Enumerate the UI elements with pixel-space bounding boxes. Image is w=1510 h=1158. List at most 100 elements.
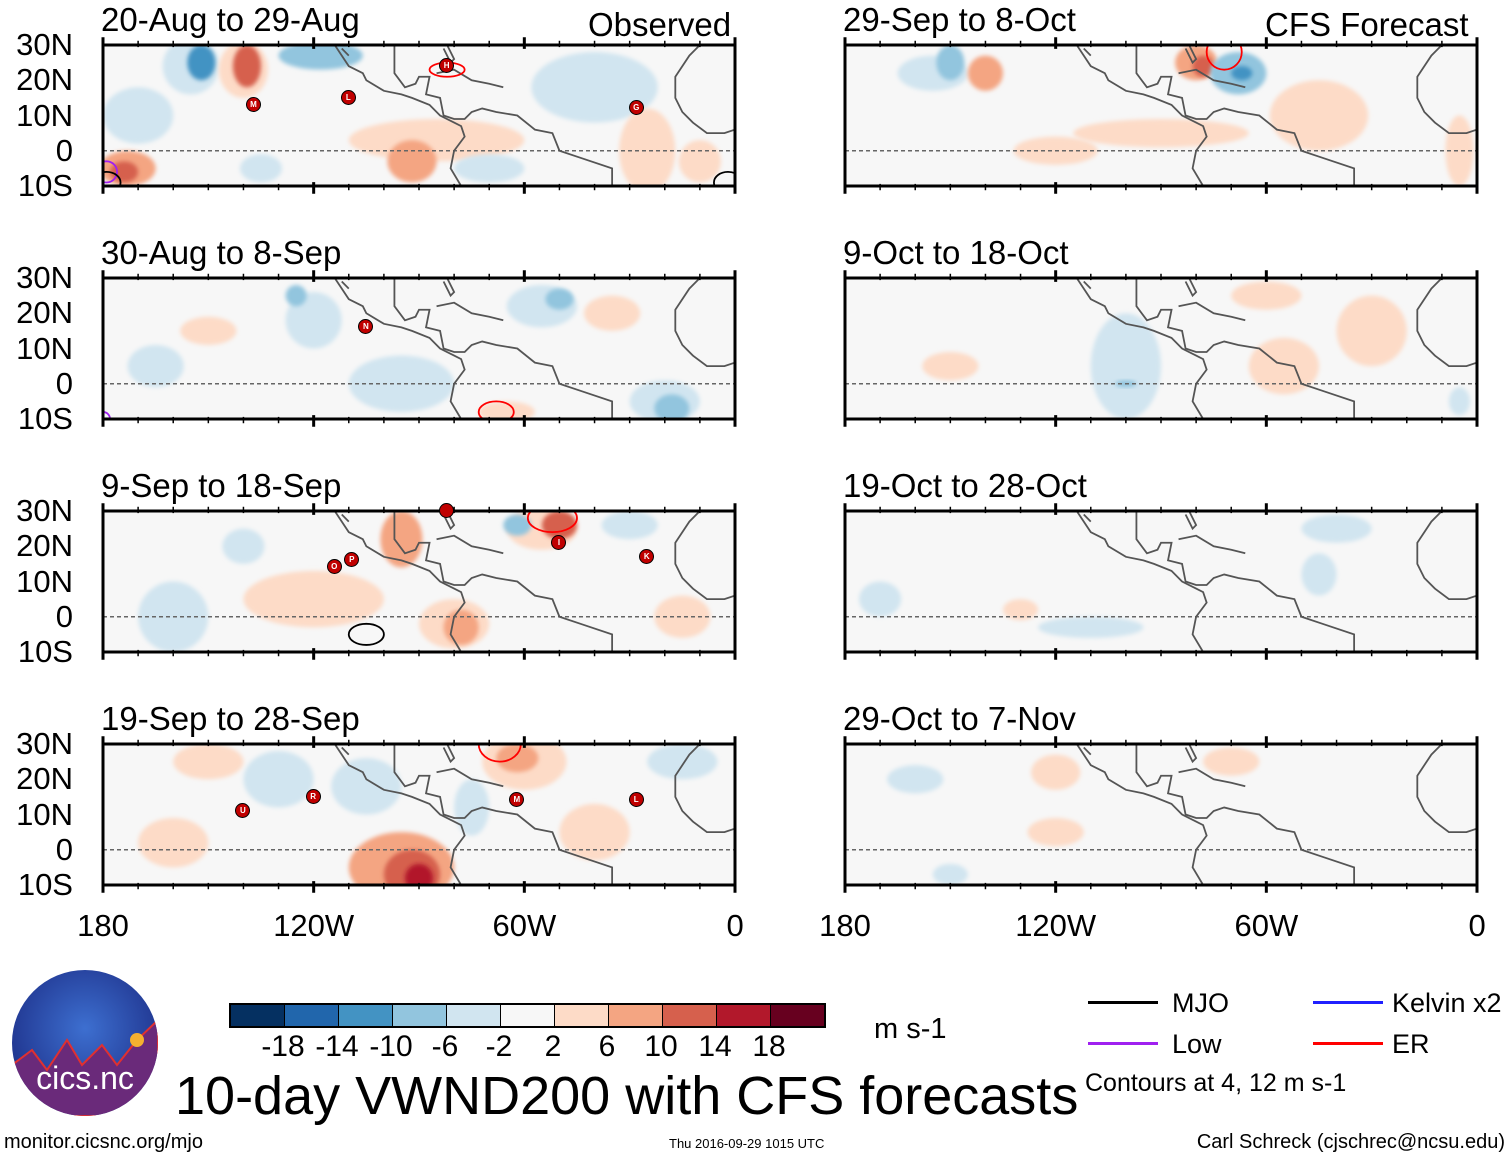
- filtered-contour: [1207, 34, 1242, 69]
- coastline: [1179, 769, 1246, 787]
- longitude-label: 180: [77, 908, 129, 943]
- tropical-cyclone-icon: O: [326, 559, 342, 575]
- latitude-label: 30N: [16, 260, 73, 295]
- latitude-label: 10N: [16, 563, 73, 599]
- wind-anomaly-region: [559, 803, 630, 861]
- wind-anomaly-region: [545, 288, 574, 310]
- map-panel: [845, 278, 1477, 419]
- storm-letter: K: [643, 551, 650, 561]
- map-panel: [845, 744, 1477, 885]
- wind-anomaly-region: [647, 744, 718, 780]
- storm-letter: U: [240, 805, 246, 815]
- wind-anomaly-region: [404, 863, 434, 885]
- wind-anomaly-region: [232, 45, 261, 88]
- filtered-contour: [714, 172, 742, 193]
- wind-anomaly-region: [1203, 747, 1260, 776]
- tropical-cyclone-icon: M: [509, 792, 525, 808]
- storm-letter: M: [513, 795, 521, 805]
- storm-letter: I: [557, 537, 561, 547]
- latitude-label: 0: [55, 598, 73, 634]
- panel-title: 9-Oct to 18-Oct: [843, 234, 1069, 271]
- colorbar-swatch: [663, 1005, 717, 1026]
- wind-anomaly-region: [478, 401, 535, 419]
- colorbar-tick-label: -2: [485, 1030, 513, 1063]
- wind-anomaly-region: [173, 744, 244, 780]
- longitude-label: 0: [726, 908, 744, 943]
- coastline: [342, 515, 349, 522]
- coastline: [437, 769, 504, 787]
- wind-anomaly-region: [601, 511, 658, 540]
- colorbar: [229, 1003, 826, 1028]
- legend-er-label: ER: [1392, 1029, 1430, 1059]
- latitude-label: 0: [55, 132, 73, 168]
- wind-anomaly-region: [285, 285, 307, 307]
- colorbar-tick-label: -18: [261, 1030, 305, 1063]
- map-panel: M L H G: [103, 45, 735, 186]
- wind-anomaly-region: [443, 609, 479, 645]
- colorbar-swatch: [501, 1005, 555, 1026]
- latitude-label: 10S: [17, 634, 73, 669]
- coastline: [1417, 744, 1477, 832]
- wind-anomaly-region: [243, 751, 314, 808]
- coastline: [342, 49, 349, 56]
- wind-anomaly-region: [380, 511, 423, 568]
- coastline: [1084, 748, 1091, 755]
- wind-anomaly-region: [1301, 553, 1337, 596]
- wind-anomaly-region: [285, 292, 342, 349]
- coastline: [1084, 49, 1091, 56]
- coastline: [1066, 737, 1206, 885]
- panel-title: 30-Aug to 8-Sep: [101, 234, 342, 271]
- legend-low-line: [1088, 1042, 1158, 1045]
- colorbar-swatch: [717, 1005, 771, 1026]
- tropical-cyclone-icon: M: [245, 96, 261, 112]
- legend-kelvin-label: Kelvin x2: [1392, 988, 1502, 1018]
- wind-anomaly-region: [127, 344, 184, 388]
- coastline: [324, 737, 464, 885]
- wind-anomaly-region: [222, 528, 265, 564]
- filtered-contour: [479, 726, 521, 761]
- coastline: [394, 45, 612, 186]
- storm-letter: O: [331, 562, 338, 572]
- wind-anomaly-region: [1003, 599, 1039, 621]
- wind-anomaly-region: [619, 108, 676, 186]
- wind-anomaly-region: [1231, 281, 1302, 310]
- filtered-contour: [528, 504, 577, 532]
- coastline: [342, 748, 349, 755]
- storm-letter: R: [310, 791, 317, 801]
- colorbar-tick-label: 10: [644, 1030, 678, 1063]
- coastline: [1084, 282, 1091, 289]
- wind-anomaly-region: [348, 355, 455, 412]
- coastline: [1179, 70, 1246, 88]
- colorbar-tick-label: 6: [598, 1030, 616, 1063]
- coastline: [444, 278, 455, 296]
- coastline: [1136, 744, 1354, 885]
- timestamp: Thu 2016-09-29 1015 UTC: [669, 1136, 825, 1151]
- coastline: [394, 744, 612, 885]
- wind-anomaly-region: [859, 581, 902, 617]
- wind-anomaly-region: [331, 758, 402, 815]
- wind-anomaly-region: [1038, 616, 1144, 638]
- panel-title: 20-Aug to 29-Aug: [101, 1, 360, 38]
- wind-anomaly-region: [678, 140, 721, 183]
- longitude-label: 0: [1468, 908, 1486, 943]
- wind-anomaly-region: [967, 55, 1003, 91]
- longitude-label: 120W: [1015, 908, 1097, 943]
- coastline: [1084, 515, 1091, 522]
- storm-letter: L: [633, 795, 639, 805]
- wind-anomaly-region: [180, 316, 237, 345]
- storm-letter: N: [362, 322, 369, 332]
- wind-anomaly-region: [654, 394, 690, 419]
- wind-anomaly-region: [103, 87, 174, 144]
- wind-anomaly-region: [1090, 313, 1161, 419]
- logo: cics.nc: [12, 970, 158, 1116]
- colorbar-swatch: [609, 1005, 663, 1026]
- panel-title: 19-Oct to 28-Oct: [843, 467, 1087, 504]
- wind-anomaly-region: [531, 52, 658, 123]
- wind-anomaly-region: [503, 514, 532, 536]
- coastline: [1066, 271, 1206, 419]
- storm-letter: M: [250, 99, 257, 109]
- mountain-icon: [12, 1018, 158, 1116]
- coastline: [1136, 511, 1354, 652]
- coastline: [675, 511, 735, 599]
